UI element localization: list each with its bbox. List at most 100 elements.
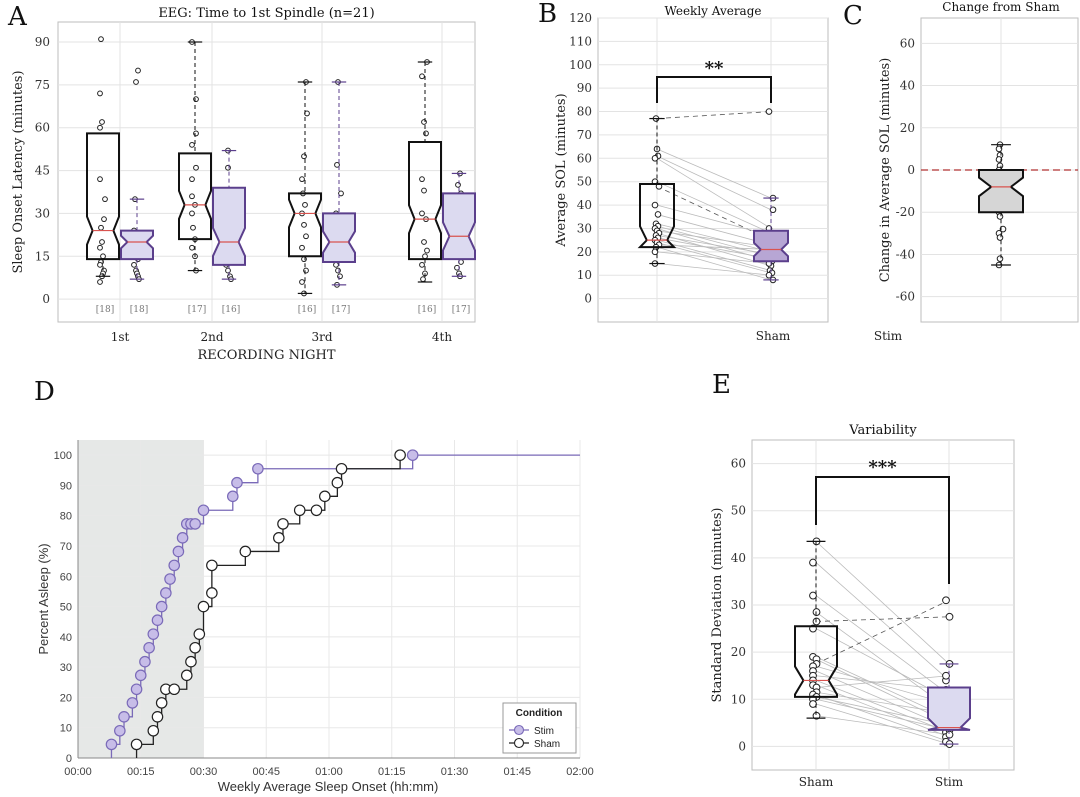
data-point-sham — [299, 279, 305, 285]
pair-line — [815, 599, 950, 665]
y-tick-label: -40 — [896, 247, 915, 261]
data-point-sham — [419, 210, 425, 217]
data-point-sham — [301, 153, 307, 160]
data-point-sham — [189, 641, 201, 654]
box-body — [753, 229, 789, 263]
y-tick-label: 80 — [577, 105, 592, 119]
y-tick-label: -20 — [896, 205, 915, 219]
x-tick-label: 00:30 — [190, 766, 218, 778]
data-point-sham — [189, 210, 195, 217]
data-point-stim — [197, 504, 210, 517]
data-point-sham — [419, 176, 425, 183]
data-point-sham — [99, 239, 105, 245]
x-tick-label: 00:45 — [252, 766, 280, 778]
pair-line — [815, 611, 950, 710]
data-point-sham — [151, 711, 164, 723]
data-point-stim — [252, 462, 264, 475]
y-tick-label: 110 — [569, 34, 592, 48]
data-point-sham — [272, 532, 285, 544]
box-stim — [120, 198, 154, 280]
panel-b: 0 10 20 30 40 50 60 70 80 90 100 110 120 B Weekly Aver… — [538, 0, 829, 343]
x-tick-label: 01:15 — [378, 766, 406, 778]
panel-letter-c: C — [843, 1, 863, 31]
data-point-sham — [651, 201, 659, 209]
box-body — [212, 186, 246, 266]
pair-line — [656, 157, 772, 229]
y-tick-label: 90 — [60, 480, 72, 492]
pair-line — [815, 670, 950, 728]
panel-e: 0 10 20 30 40 50 60 E Variability Standard Deviat… — [710, 370, 1015, 789]
box-body — [442, 192, 476, 261]
data-point-sham — [193, 130, 199, 137]
data-point-stim — [151, 614, 164, 626]
pair-line — [656, 214, 772, 246]
x-tick-label: 3rd — [311, 330, 332, 344]
y-tick-label: 60 — [60, 571, 72, 583]
box-sham — [794, 540, 838, 719]
panel-b-frame — [597, 17, 829, 323]
data-point — [996, 234, 1004, 241]
data-point-sham — [190, 224, 196, 231]
data-point-stim — [147, 628, 160, 640]
data-point-sham — [102, 196, 108, 203]
box-sham — [288, 81, 322, 295]
data-point-sham — [193, 628, 206, 640]
box-stim — [442, 172, 476, 277]
chart-title: Change from Sham — [942, 0, 1060, 14]
data-point-sham — [168, 683, 181, 696]
data-point-stim — [168, 559, 181, 572]
x-axis-label: Weekly Average Sleep Onset (hh:mm) — [218, 779, 439, 794]
y-tick-label: 10 — [731, 692, 746, 706]
legend: Condition Stim Sham — [502, 702, 577, 754]
y-tick-label: -60 — [896, 290, 915, 304]
panel-letter-d: D — [34, 377, 55, 407]
box-change — [978, 144, 1024, 266]
data-point-stim — [130, 683, 143, 696]
pair-line — [656, 235, 772, 255]
n-label-stim: [16] — [222, 305, 240, 315]
y-tick-label: 0 — [907, 163, 915, 177]
data-point-stim — [942, 671, 950, 680]
pair-line — [656, 111, 772, 119]
data-point-sham — [809, 700, 817, 708]
data-point-stim — [189, 518, 201, 530]
data-point-sham — [197, 600, 210, 613]
data-point-sham — [98, 224, 104, 231]
data-point-sham — [193, 96, 199, 103]
x-tick-label: Sham — [799, 775, 834, 789]
pair-line — [815, 694, 950, 743]
box-body — [178, 152, 212, 241]
box-stim — [927, 663, 971, 745]
data-point-stim — [769, 206, 777, 214]
y-tick-label: 60 — [731, 457, 746, 471]
box-body — [794, 625, 838, 698]
pair-line — [815, 691, 950, 714]
data-point-stim — [160, 587, 172, 599]
data-point-stim — [126, 697, 139, 709]
pair-line — [815, 715, 950, 736]
pair-line — [656, 246, 772, 281]
y-tick-label: 80 — [60, 511, 72, 523]
x-tick-label: 01:30 — [441, 766, 469, 778]
y-tick-label: 30 — [60, 662, 72, 674]
pair-line — [815, 696, 950, 726]
data-point-sham — [97, 90, 103, 97]
chart-title: EEG: Time to 1st Spindle (n=21) — [158, 6, 374, 21]
data-point-stim — [338, 190, 344, 197]
data-point-sham — [99, 119, 105, 125]
data-point-sham — [654, 211, 662, 218]
data-point-sham — [189, 244, 195, 251]
x-tick-label: 4th — [432, 330, 452, 344]
n-label-sham: [18] — [96, 305, 114, 315]
y-axis-label: Standard Deviation (minutes) — [710, 507, 725, 702]
y-tick-label: 90 — [35, 35, 50, 49]
box-body — [86, 132, 120, 261]
data-point-sham — [185, 655, 197, 668]
pair-line — [656, 230, 772, 248]
data-point-stim — [225, 164, 231, 171]
x-tick-label: Stim — [874, 329, 903, 343]
data-point-sham — [331, 476, 344, 489]
box-body — [120, 229, 154, 261]
